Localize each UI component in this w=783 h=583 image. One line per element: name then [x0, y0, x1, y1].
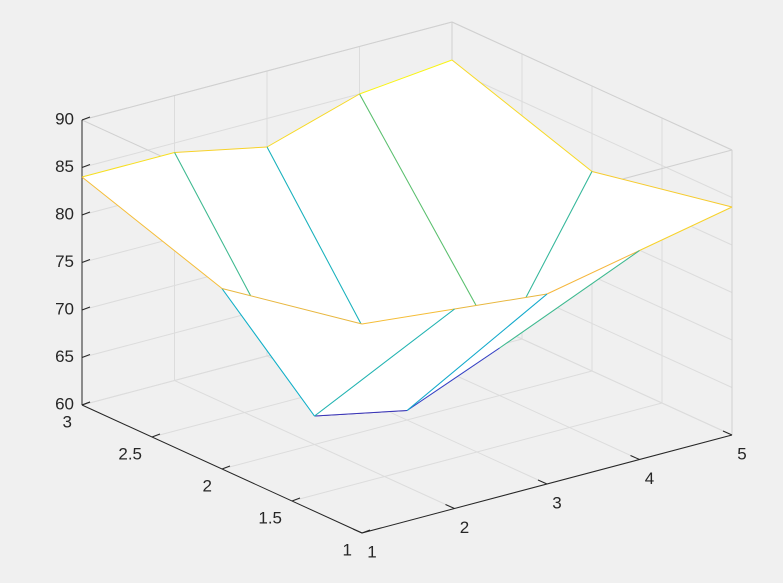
x-tick-label: 5 [737, 444, 746, 463]
mesh-edge [359, 59, 453, 95]
x-tick-label: 2 [460, 518, 469, 537]
x-tick-label: 4 [645, 469, 654, 488]
box-edge [81, 21, 453, 121]
z-tick [81, 306, 91, 311]
y-tick-label: 1 [343, 540, 352, 559]
z-tick-label: 60 [55, 394, 74, 413]
x-tick-label: 3 [552, 493, 561, 512]
mesh-edge [266, 93, 360, 148]
z-tick [81, 354, 91, 358]
mesh-edge [174, 146, 268, 153]
mesh-edge [406, 293, 548, 411]
mesh-face [82, 152, 315, 416]
z-tick-label: 70 [55, 299, 74, 318]
z-tick-label: 85 [55, 157, 74, 176]
mesh-face [314, 294, 547, 416]
grid-line [221, 370, 593, 470]
mesh-edge [591, 171, 733, 208]
mesh-edge [314, 410, 408, 417]
z-tick [81, 164, 91, 168]
x-tick [722, 430, 733, 436]
mesh-edge [454, 293, 548, 310]
mesh-edge [499, 250, 640, 349]
y-tick [361, 529, 371, 534]
x-tick [537, 479, 548, 485]
grid-line [451, 69, 733, 198]
mesh-edge [81, 152, 175, 178]
x-tick [445, 504, 455, 509]
y-tick [151, 433, 161, 438]
y-tick-label: 2 [203, 476, 212, 495]
mesh-edge [314, 308, 455, 417]
box-edge [451, 21, 733, 151]
mesh-edge [406, 347, 500, 411]
z-tick [81, 211, 91, 216]
y-tick-label: 3 [63, 412, 72, 431]
z-tick-label: 90 [55, 109, 74, 128]
mesh-face [222, 288, 455, 416]
z-tick [81, 259, 91, 263]
x-tick [352, 528, 363, 534]
mesh-edge [361, 308, 455, 325]
z-tick-label: 75 [55, 252, 74, 271]
mesh-edge [639, 206, 733, 251]
mesh-edge [451, 59, 593, 172]
mesh-edge [81, 176, 223, 289]
x-tick [630, 455, 640, 460]
y-tick [291, 497, 301, 502]
y-tick [221, 465, 231, 470]
mesh-edge [221, 288, 363, 325]
y-tick-label: 2.5 [118, 444, 142, 463]
z-tick [81, 116, 91, 121]
grid-line [291, 402, 663, 502]
mesh-edge [221, 288, 315, 417]
mesh-edge [546, 250, 640, 295]
mesh-face [359, 60, 592, 348]
y-tick-label: 1.5 [258, 508, 282, 527]
y-tick [81, 401, 91, 406]
z-tick-label: 65 [55, 347, 74, 366]
x-tick-label: 1 [367, 542, 376, 561]
z-tick-label: 80 [55, 204, 74, 223]
